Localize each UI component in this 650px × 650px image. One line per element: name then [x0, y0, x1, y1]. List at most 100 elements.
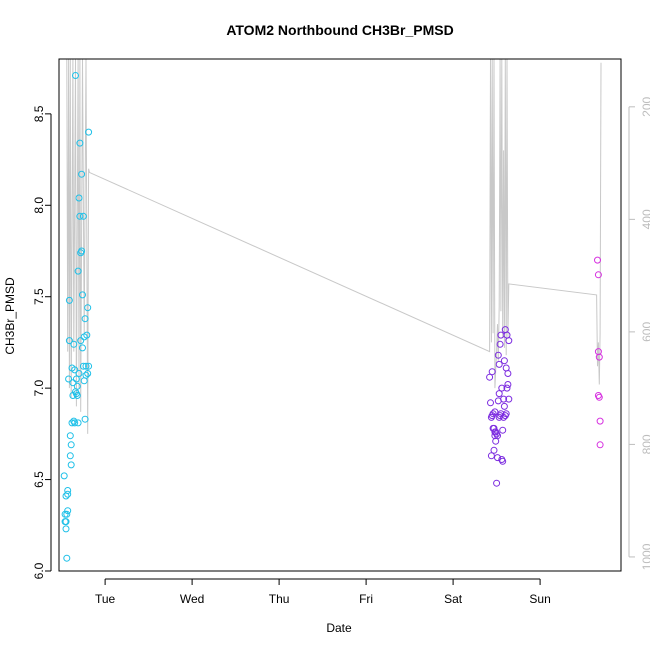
data-point	[596, 417, 604, 425]
data-point	[78, 247, 86, 255]
points-layer	[60, 72, 604, 562]
data-point	[65, 337, 73, 345]
data-point	[495, 390, 503, 398]
data-point	[490, 446, 498, 454]
data-point	[64, 487, 72, 494]
data-point	[64, 490, 72, 498]
data-point	[494, 454, 501, 462]
data-point	[76, 139, 84, 147]
data-point	[74, 267, 82, 275]
data-point	[64, 507, 72, 515]
data-point	[73, 382, 81, 390]
data-point	[67, 461, 75, 469]
x-axis-label: Date	[326, 621, 352, 635]
data-point	[75, 370, 83, 377]
x-tick-label: Wed	[180, 592, 204, 606]
chart-title: ATOM2 Northbound CH3Br_PMSD	[226, 22, 453, 38]
right-axis-tick-label: 1000	[640, 543, 650, 570]
data-point	[79, 362, 87, 370]
x-tick-label: Sat	[444, 592, 463, 606]
data-point	[83, 331, 91, 339]
y-axis-label: CH3Br_PMSD	[3, 277, 17, 355]
data-point	[78, 170, 86, 178]
data-point	[82, 362, 90, 370]
data-point	[75, 194, 83, 202]
data-point	[84, 304, 92, 312]
data-point	[504, 370, 512, 377]
data-point	[500, 357, 508, 365]
data-point	[503, 384, 511, 392]
data-point	[505, 395, 513, 403]
data-point	[81, 315, 89, 323]
data-point	[493, 479, 501, 487]
data-point	[62, 518, 70, 526]
y-tick-label: 7.5	[32, 288, 46, 305]
data-point	[487, 399, 494, 407]
data-point	[79, 291, 86, 299]
data-point	[85, 362, 93, 370]
data-point	[72, 375, 80, 383]
y-tick-label: 6.0	[32, 562, 46, 579]
data-point	[499, 457, 507, 465]
right-axis-tick-label: 800	[640, 434, 650, 454]
data-point	[596, 441, 604, 449]
data-point	[489, 410, 497, 418]
right-axis-tick-label: 400	[640, 209, 650, 229]
data-point	[84, 370, 92, 377]
data-point	[63, 554, 71, 562]
data-point	[486, 373, 494, 381]
data-point	[71, 366, 79, 374]
data-point	[65, 296, 73, 304]
data-point	[504, 381, 512, 388]
y-tick-label: 8.5	[32, 105, 46, 122]
x-tick-label: Tue	[95, 592, 116, 606]
data-point	[595, 353, 603, 361]
data-point	[79, 344, 86, 352]
x-tick-label: Sun	[529, 592, 550, 606]
data-point	[500, 395, 508, 403]
data-point	[82, 371, 90, 379]
data-point	[76, 212, 84, 220]
data-point	[498, 384, 506, 392]
data-point	[60, 472, 68, 480]
data-point	[79, 212, 87, 220]
data-point	[505, 337, 513, 345]
data-point	[502, 410, 510, 418]
y-tick-label: 7.0	[32, 379, 46, 396]
data-point	[63, 510, 71, 518]
data-point	[85, 128, 93, 136]
right-axis-tick-label: 200	[640, 96, 650, 116]
data-point	[488, 368, 496, 376]
plot-frame	[58, 58, 622, 572]
data-point	[496, 340, 504, 348]
x-tick-label: Fri	[359, 592, 373, 606]
data-point	[66, 452, 74, 460]
data-point	[595, 393, 603, 401]
x-tick-label: Thu	[269, 592, 290, 606]
data-point	[500, 402, 508, 410]
data-point	[487, 452, 495, 460]
data-point	[62, 525, 70, 533]
data-point	[71, 419, 79, 427]
data-point	[594, 271, 602, 279]
data-point	[67, 441, 75, 449]
data-point	[81, 415, 89, 423]
data-point	[72, 72, 79, 79]
data-point	[70, 340, 78, 348]
data-point	[495, 360, 503, 368]
y-tick-label: 6.5	[32, 471, 46, 488]
data-point	[65, 375, 73, 383]
data-point	[77, 337, 85, 345]
right-axis-tick-label: 600	[640, 322, 650, 342]
data-point	[495, 413, 503, 421]
data-point	[66, 432, 74, 440]
data-point	[499, 426, 507, 434]
axes-layer: Tue Wed Thu Fri Sat Sun 6.0 6.5 7.0 7.5 8.0 8.5 200 4…	[32, 96, 650, 606]
data-point	[74, 419, 82, 427]
data-point	[69, 379, 77, 387]
y-tick-label: 8.0	[32, 197, 46, 214]
data-point	[490, 424, 498, 432]
data-point	[494, 351, 502, 359]
